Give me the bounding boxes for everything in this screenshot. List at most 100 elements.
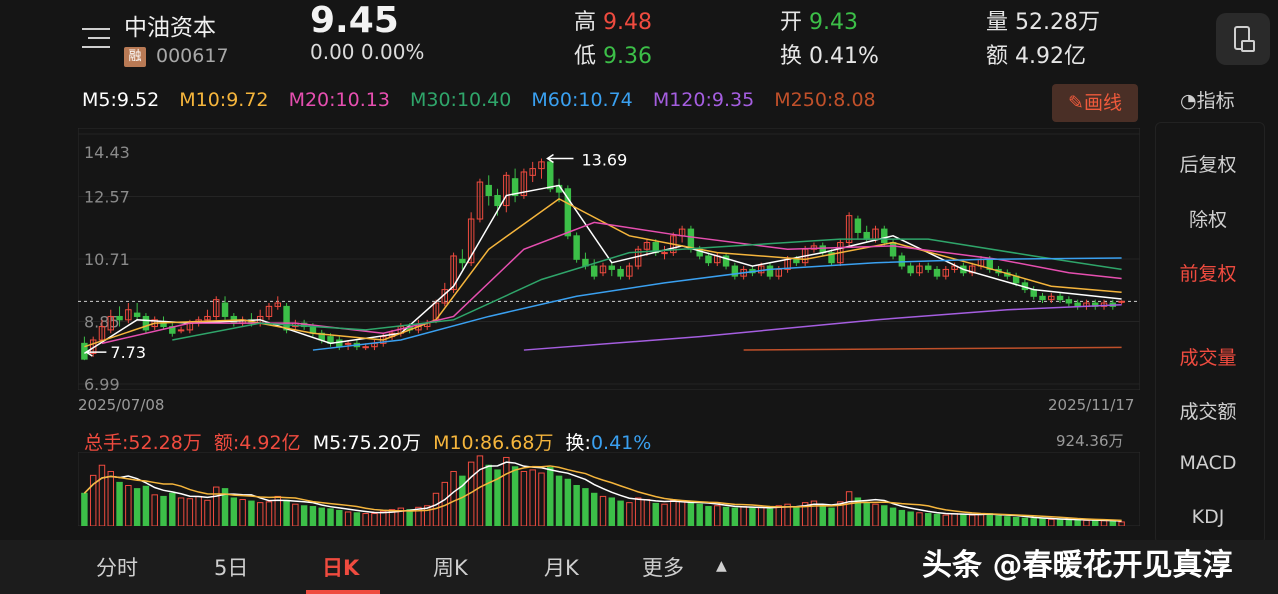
volume-bar: [204, 499, 211, 526]
landscape-toggle-button[interactable]: [1216, 13, 1270, 65]
volume-bar: [397, 507, 405, 526]
indicator-label: 指标: [1196, 90, 1235, 112]
candle-body: [1118, 300, 1125, 303]
tab-weekly-k[interactable]: 周K: [433, 556, 468, 580]
volume-bar: [977, 513, 985, 526]
candle-body: [889, 242, 897, 257]
candle-body: [1030, 289, 1037, 297]
candle-body: [450, 255, 457, 291]
candle-body: [661, 252, 668, 255]
volume-bar: [696, 503, 703, 526]
indicator-button[interactable]: ◔指标: [1180, 86, 1235, 113]
max-arrow-head: [546, 153, 554, 164]
draw-line-button[interactable]: ✎画线: [1052, 84, 1138, 122]
candle-body: [942, 268, 950, 277]
tab-5day[interactable]: 5日: [214, 556, 249, 580]
candle-body: [599, 265, 607, 274]
volume-bar: [714, 505, 721, 526]
tab-more[interactable]: 更多: [642, 556, 684, 580]
high-stat: 高 9.48: [574, 10, 652, 35]
volume-bar: [186, 498, 194, 526]
candle-body: [590, 265, 598, 277]
ma250-label: M250:8.08: [774, 89, 876, 111]
candle-body: [810, 245, 818, 250]
volume-bar: [1065, 519, 1073, 526]
volume-bar: [388, 509, 396, 526]
volume-bar: [661, 503, 668, 526]
volume-bar: [573, 484, 580, 526]
low-stat: 低 9.36: [574, 44, 652, 69]
side-item-pre-adjusted[interactable]: 前复权: [1179, 263, 1237, 285]
ma5-label: M5:9.52: [82, 89, 160, 111]
candle-body: [705, 255, 712, 264]
candle-body: [133, 312, 141, 317]
volume-max-label: 924.36万: [1056, 432, 1124, 450]
volume-bar: [169, 492, 176, 526]
volume-bar: [125, 484, 132, 526]
candle-body: [1048, 295, 1055, 301]
candle-body: [951, 265, 958, 270]
volume-bar: [933, 513, 941, 526]
menu-icon[interactable]: [82, 28, 110, 50]
side-item-volume[interactable]: 成交量: [1179, 347, 1237, 369]
volume-bar: [643, 499, 651, 526]
candle-body: [520, 171, 528, 196]
ma60-label: M60:10.74: [531, 89, 633, 111]
phone-landscape-icon: [1234, 26, 1255, 52]
candle-body: [1065, 299, 1073, 304]
volume-chart[interactable]: [78, 452, 1140, 526]
tab-daily-k[interactable]: 日K: [322, 556, 360, 580]
side-item-post-adjusted[interactable]: 后复权: [1179, 154, 1237, 176]
turnover-label: 换:: [565, 432, 591, 454]
candle-body: [722, 255, 730, 267]
volume-bar: [555, 475, 563, 526]
volume-bar: [459, 475, 466, 526]
candle-body: [573, 235, 580, 260]
price-change: 0.00 0.00%: [310, 40, 425, 64]
volume-bar: [221, 488, 229, 526]
ma120-label: M120:9.35: [652, 89, 755, 111]
volume-bar: [450, 470, 457, 526]
volume-bar: [283, 499, 290, 526]
volume-bar: [336, 509, 343, 526]
tab-intraday[interactable]: 分时: [96, 556, 138, 580]
volume-bar: [705, 506, 712, 526]
candle-body: [116, 315, 123, 321]
volume-bar: [1039, 518, 1046, 526]
volume-bar: [142, 485, 150, 526]
side-item-amount[interactable]: 成交额: [1179, 401, 1237, 423]
volume-bar: [494, 469, 501, 526]
ma20-label: M20:10.13: [288, 89, 390, 111]
volume-bar: [151, 494, 158, 526]
candle-body: [898, 255, 906, 267]
triangle-up-icon[interactable]: ▲: [716, 558, 727, 574]
side-item-kdj[interactable]: KDJ: [1191, 506, 1225, 528]
volume-bar: [371, 513, 378, 526]
volume-bar: [740, 506, 747, 526]
volume-bar: [256, 502, 264, 526]
candle-body: [274, 302, 281, 307]
x-end-date: 2025/11/17: [1048, 396, 1135, 414]
candle-body: [1056, 295, 1064, 301]
volume-bar: [1021, 517, 1029, 526]
volume-bar: [318, 507, 325, 526]
gauge-icon: ◔: [1180, 90, 1197, 112]
volume-ma10-line: [83, 465, 1122, 522]
volume-bar: [889, 507, 897, 526]
volume-bar: [916, 512, 923, 526]
ma-line-m5: [83, 184, 1122, 355]
volume-bar: [503, 456, 510, 526]
side-item-macd[interactable]: MACD: [1179, 452, 1237, 474]
volume-bar: [529, 469, 536, 526]
volume-bar: [423, 505, 431, 526]
vol-m10-label: M10:86.68万: [433, 432, 554, 454]
candle-body: [529, 168, 536, 176]
volume-bar: [968, 514, 976, 526]
tab-monthly-k[interactable]: 月K: [544, 556, 579, 580]
pencil-icon: ✎: [1068, 92, 1084, 114]
candle-body: [494, 194, 501, 207]
side-item-ex-rights[interactable]: 除权: [1188, 209, 1227, 231]
volume-bar: [107, 470, 114, 526]
candle-body: [485, 184, 492, 196]
